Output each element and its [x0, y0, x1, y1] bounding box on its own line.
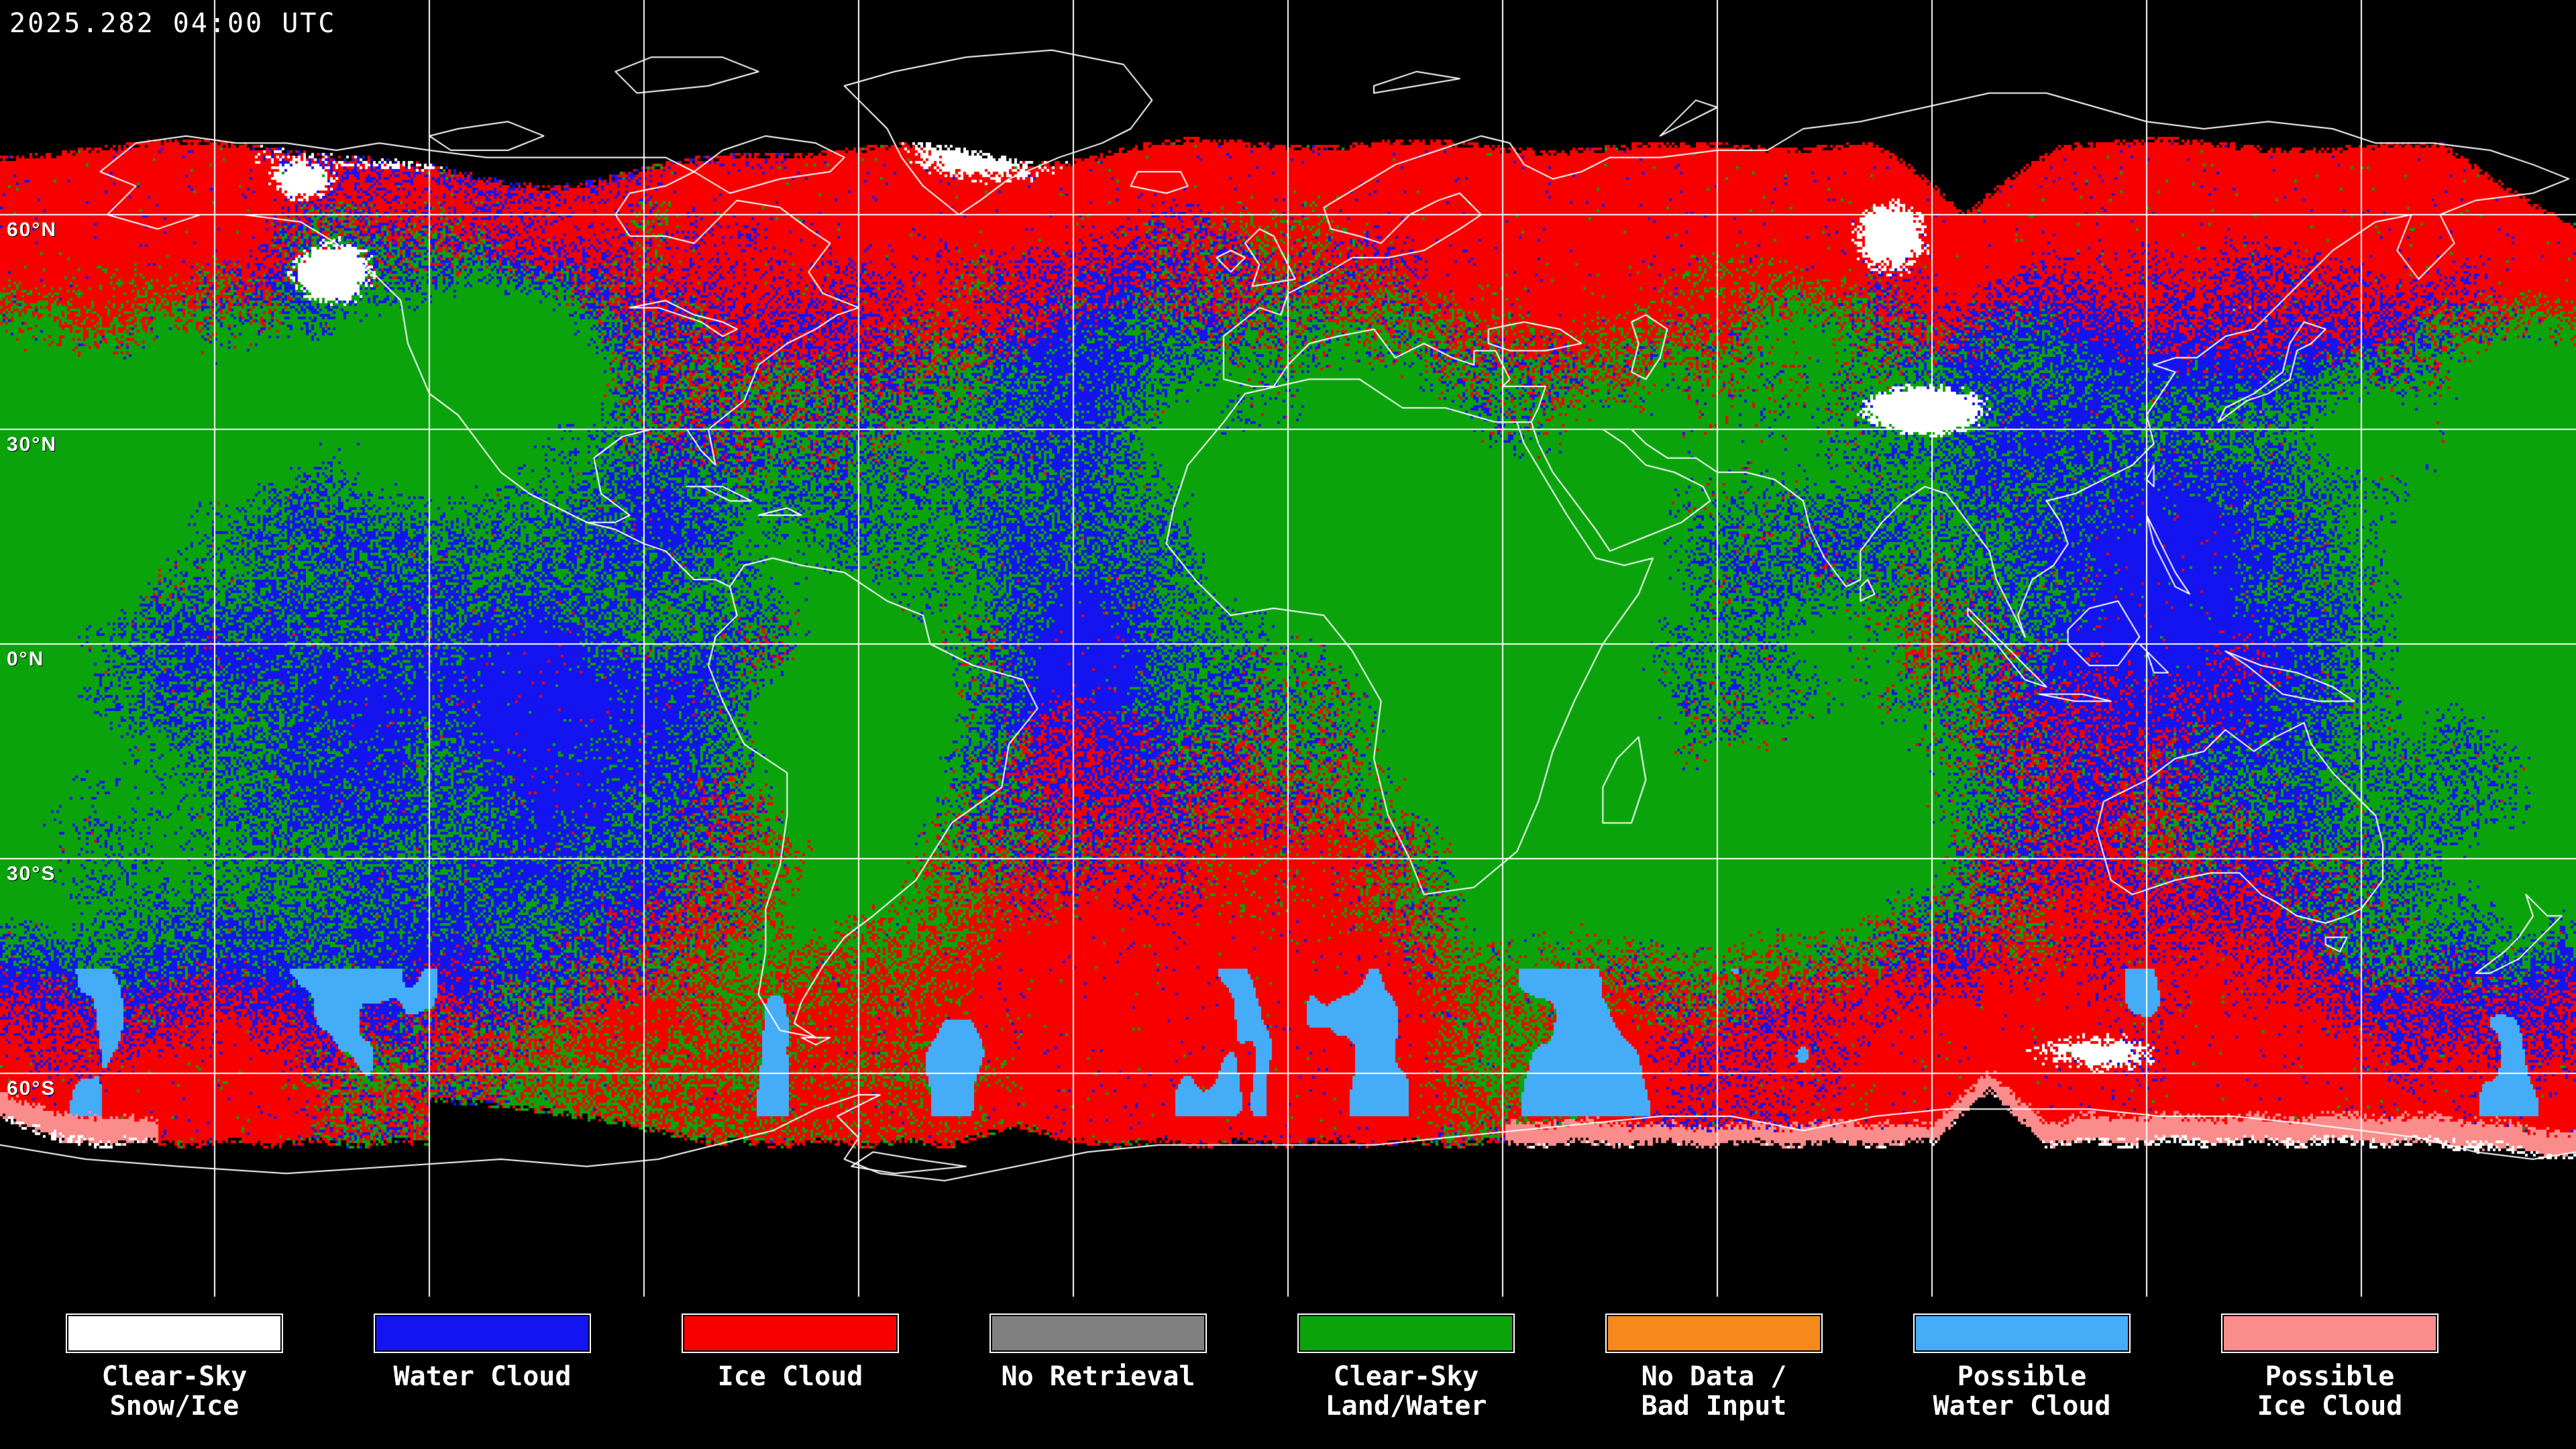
legend-swatch-fill [1608, 1316, 1820, 1350]
legend-label-line2: Bad Input [1641, 1391, 1787, 1421]
legend-swatch-fill [1300, 1316, 1512, 1350]
legend-item-no-retrieval: No Retrieval [989, 1298, 1297, 1449]
legend-swatch-water-cloud [374, 1313, 591, 1353]
legend-swatch-fill [2224, 1316, 2436, 1350]
legend-label: No Retrieval [989, 1362, 1207, 1421]
legend-swatch-possible-water-cloud [1913, 1313, 2131, 1353]
legend-swatch-fill [68, 1316, 280, 1350]
legend-label: Water Cloud [374, 1362, 591, 1421]
legend-label: No Data / Bad Input [1605, 1362, 1823, 1421]
legend-label-line1: Water Cloud [393, 1361, 572, 1392]
legend-item-ice-cloud: Ice Cloud [682, 1298, 989, 1449]
legend: Clear-Sky Snow/Ice Water Cloud Ice Cloud [0, 1298, 2576, 1449]
legend-item-possible-ice-cloud: Possible Ice Cloud [2221, 1298, 2529, 1449]
legend-swatch-fill [992, 1316, 1204, 1350]
legend-label-line1: Clear-Sky [1333, 1361, 1479, 1392]
legend-swatch-no-data-bad-input [1605, 1313, 1823, 1353]
legend-label: Clear-Sky Land/Water [1297, 1362, 1515, 1421]
latitude-label-30s: 30°S [7, 863, 56, 885]
legend-swatch-ice-cloud [682, 1313, 899, 1353]
legend-swatch-fill [376, 1316, 588, 1350]
legend-label-line1: No Data / [1641, 1361, 1787, 1392]
legend-swatch-no-retrieval [989, 1313, 1207, 1353]
legend-swatch-clear-sky-land-water [1297, 1313, 1515, 1353]
legend-label-line2: Water Cloud [1933, 1391, 2111, 1421]
legend-label: Possible Water Cloud [1913, 1362, 2131, 1421]
legend-label-line2: Land/Water [1325, 1391, 1487, 1421]
legend-item-no-data-bad-input: No Data / Bad Input [1605, 1298, 1913, 1449]
latitude-label-60s: 60°S [7, 1077, 56, 1099]
legend-label-line1: No Retrieval [1001, 1361, 1195, 1392]
legend-label-line1: Possible [1957, 1361, 2087, 1392]
timestamp: 2025.282 04:00 UTC [9, 8, 337, 39]
legend-label-line2: Ice Cloud [2257, 1391, 2403, 1421]
latitude-label-30n: 30°N [7, 433, 58, 455]
legend-item-clear-sky-land-water: Clear-Sky Land/Water [1297, 1298, 1605, 1449]
legend-item-possible-water-cloud: Possible Water Cloud [1913, 1298, 2221, 1449]
legend-label-line1: Clear-Sky [101, 1361, 248, 1392]
latitude-label-60n: 60°N [7, 219, 58, 241]
legend-swatch-clear-sky-snow-ice [66, 1313, 283, 1353]
legend-label-line2 [989, 1391, 1207, 1421]
legend-label-line2: Snow/Ice [109, 1391, 239, 1421]
legend-swatch-possible-ice-cloud [2221, 1313, 2438, 1353]
legend-swatch-fill [1916, 1316, 2128, 1350]
legend-label: Ice Cloud [682, 1362, 899, 1421]
legend-label-line2 [374, 1391, 591, 1421]
legend-swatch-fill [684, 1316, 896, 1350]
legend-label-line1: Possible [2265, 1361, 2395, 1392]
legend-label-line1: Ice Cloud [717, 1361, 863, 1392]
legend-label: Clear-Sky Snow/Ice [66, 1362, 283, 1421]
legend-label-line2 [682, 1391, 899, 1421]
legend-item-clear-sky-snow-ice: Clear-Sky Snow/Ice [66, 1298, 374, 1449]
legend-item-water-cloud: Water Cloud [374, 1298, 682, 1449]
latitude-label-0n: 0°N [7, 648, 45, 670]
legend-label: Possible Ice Cloud [2221, 1362, 2438, 1421]
